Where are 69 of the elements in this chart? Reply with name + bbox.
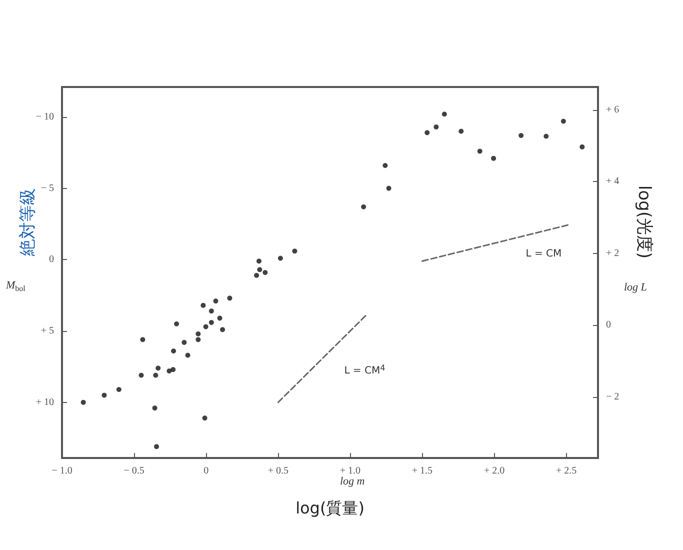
y-tick-label: − 5 (40, 182, 54, 194)
text: log L (624, 282, 647, 294)
point (196, 337, 201, 342)
x-tick-label: + 2.5 (556, 466, 577, 476)
x-tick-label: + 0.5 (268, 466, 288, 476)
point (154, 444, 160, 450)
point (434, 124, 439, 130)
y2-axis-title: log(光度) (634, 185, 654, 259)
point (518, 133, 524, 138)
point (202, 416, 208, 421)
y2-tick-label: + 4 (606, 176, 620, 188)
point (477, 148, 482, 154)
y-tick-label: 0 (49, 254, 54, 266)
point (166, 368, 172, 374)
point (257, 267, 262, 272)
point (256, 258, 262, 264)
point (153, 372, 158, 378)
point (544, 134, 549, 139)
point (560, 118, 566, 124)
point (170, 367, 176, 372)
point (442, 112, 447, 117)
text: log m (340, 476, 365, 488)
x-tick-label: − 1.0 (52, 466, 72, 476)
y-tick-label: + 10 (36, 396, 54, 408)
x-tick-label: + 1.0 (340, 466, 360, 476)
point (185, 352, 190, 358)
y-tick-label: − 10 (36, 111, 54, 122)
x-tick-label: 0 (204, 466, 209, 476)
point (262, 270, 268, 275)
y2-tick-label: + 2 (606, 248, 620, 259)
point (171, 348, 176, 354)
point (386, 186, 392, 191)
point (138, 372, 144, 378)
point (220, 327, 226, 332)
point (458, 128, 464, 134)
y-axis-title: 絶対等級 (18, 188, 38, 257)
point (156, 366, 161, 371)
point (200, 302, 206, 308)
point (208, 308, 214, 314)
y2-tick-label: 0 (606, 320, 611, 331)
point (278, 256, 283, 261)
x-tick-label: − 0.5 (124, 466, 144, 476)
y-tick-label: + 5 (40, 326, 54, 337)
point (116, 387, 122, 392)
point (217, 316, 222, 321)
x-axis-title: log(質量) (296, 498, 364, 518)
point (580, 144, 585, 150)
point (203, 324, 208, 330)
point (152, 406, 158, 411)
point (361, 204, 366, 210)
point (213, 298, 218, 304)
point (292, 248, 298, 254)
point (102, 392, 107, 398)
point (208, 320, 214, 325)
point (174, 321, 180, 326)
point (80, 400, 86, 405)
point (491, 156, 496, 161)
series-label: L = CM (526, 248, 562, 260)
y2-tick-label: − 2 (606, 392, 620, 403)
point (254, 272, 260, 278)
point (182, 340, 187, 345)
x-tick-label: + 2.0 (484, 466, 505, 476)
point (424, 130, 430, 136)
x-tick-label: + 1.5 (412, 466, 433, 476)
y2-tick-label: + 6 (606, 104, 620, 116)
point (140, 337, 146, 342)
point (196, 331, 201, 336)
point (227, 296, 232, 301)
point (382, 162, 388, 168)
